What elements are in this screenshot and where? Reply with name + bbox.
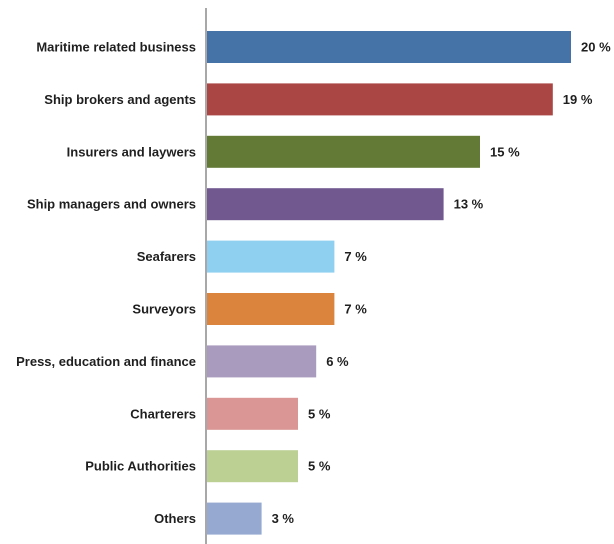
bar (207, 83, 553, 116)
value-label: 7 % (344, 249, 367, 264)
category-label: Public Authorities (85, 459, 196, 474)
bars-group: Maritime related business 20 % Ship broker… (16, 31, 611, 535)
value-label: 6 % (326, 354, 349, 369)
value-label: 3 % (272, 511, 295, 526)
value-label: 7 % (344, 302, 367, 317)
category-label: Ship brokers and agents (44, 92, 196, 107)
category-label: Surveyors (132, 302, 196, 317)
value-label: 19 % (563, 92, 593, 107)
value-label: 13 % (454, 197, 484, 212)
category-label: Maritime related business (36, 40, 196, 55)
bar (207, 450, 298, 483)
value-label: 5 % (308, 406, 331, 421)
bar (207, 188, 444, 221)
category-label: Others (154, 511, 196, 526)
category-label: Press, education and finance (16, 354, 196, 369)
value-label: 5 % (308, 459, 331, 474)
value-label: 20 % (581, 40, 611, 55)
bar (207, 345, 317, 378)
bar (207, 240, 335, 273)
bar (207, 293, 335, 325)
category-label: Ship managers and owners (27, 197, 196, 212)
category-label: Insurers and laywers (67, 144, 196, 159)
bar (207, 397, 298, 430)
value-label: 15 % (490, 144, 520, 159)
category-label: Seafarers (137, 249, 196, 264)
category-label: Charterers (130, 406, 196, 421)
bar (207, 502, 262, 535)
bar (207, 31, 571, 63)
bar (207, 135, 480, 168)
